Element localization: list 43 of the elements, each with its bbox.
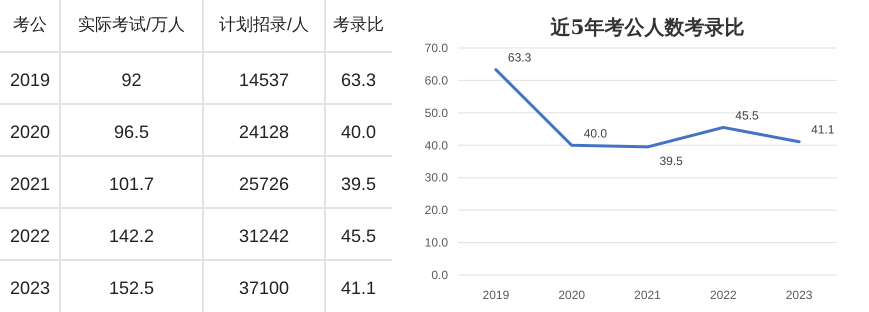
data-label: 45.5	[735, 108, 759, 122]
data-label: 14537	[238, 70, 290, 90]
x-tick-label: 2022	[710, 288, 737, 302]
data-label: 41.1	[811, 122, 835, 137]
data-label: 39.5	[340, 174, 376, 194]
data-label: 142.2	[108, 226, 154, 246]
data-label: 40.0	[584, 126, 608, 140]
x-tick-label: 实际考试/万人	[78, 15, 185, 34]
x-tick-label: 2021	[634, 288, 662, 302]
y-tick-label: 40.0	[424, 138, 448, 152]
y-tick-label: 50.0	[424, 106, 448, 120]
y-tick-label: 70.0	[424, 41, 448, 55]
x-tick-label: 计划招录/人	[219, 15, 309, 34]
data-label: 40.0	[340, 122, 376, 142]
data-label: 37100	[238, 278, 290, 298]
y-tick-label: 2022	[10, 226, 50, 246]
data-label: 152.5	[108, 278, 154, 298]
data-label: 39.5	[660, 154, 684, 168]
y-tick-label: 2021	[10, 174, 50, 194]
y-axis-title: 考公	[13, 15, 47, 34]
data-label: 31242	[238, 226, 290, 246]
data-label: 41.1	[340, 278, 376, 298]
x-tick-label: 2020	[558, 288, 586, 302]
x-tick-label: 2023	[786, 288, 813, 302]
data-label: 24128	[238, 122, 290, 142]
data-label: 63.3	[340, 70, 376, 90]
y-tick-label: 10.0	[424, 236, 448, 250]
y-tick-label: 20.0	[424, 203, 448, 218]
data-label: 63.3	[508, 50, 532, 65]
y-tick-label: 2020	[10, 122, 50, 142]
line-series	[494, 68, 801, 148]
x-tick-label: 考录比	[333, 15, 384, 34]
data-label: 45.5	[340, 226, 376, 246]
data-label: 25726	[238, 174, 290, 194]
y-tick-label: 0.0	[431, 268, 448, 282]
y-tick-label: 60.0	[424, 73, 448, 88]
data-label: 92	[121, 70, 142, 90]
y-tick-label: 30.0	[424, 170, 448, 185]
data-label: 101.7	[108, 174, 154, 194]
chart-title: 近5年考公人数考录比	[550, 15, 744, 39]
x-tick-label: 2019	[482, 288, 510, 302]
data-label: 96.5	[114, 122, 150, 142]
y-tick-label: 2019	[10, 70, 50, 90]
